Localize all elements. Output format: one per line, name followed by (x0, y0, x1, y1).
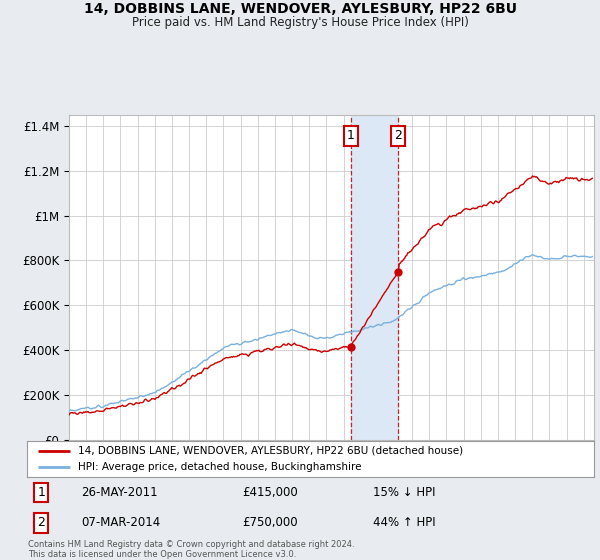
Text: £750,000: £750,000 (242, 516, 298, 529)
Text: 15% ↓ HPI: 15% ↓ HPI (373, 486, 436, 499)
Text: 26-MAY-2011: 26-MAY-2011 (81, 486, 157, 499)
Text: 14, DOBBINS LANE, WENDOVER, AYLESBURY, HP22 6BU (detached house): 14, DOBBINS LANE, WENDOVER, AYLESBURY, H… (78, 446, 463, 455)
Text: 1: 1 (347, 129, 355, 142)
Text: 2: 2 (394, 129, 402, 142)
Text: Price paid vs. HM Land Registry's House Price Index (HPI): Price paid vs. HM Land Registry's House … (131, 16, 469, 29)
Text: 14, DOBBINS LANE, WENDOVER, AYLESBURY, HP22 6BU: 14, DOBBINS LANE, WENDOVER, AYLESBURY, H… (83, 2, 517, 16)
Text: £415,000: £415,000 (242, 486, 298, 499)
Text: 2: 2 (37, 516, 45, 529)
Text: Contains HM Land Registry data © Crown copyright and database right 2024.
This d: Contains HM Land Registry data © Crown c… (28, 540, 355, 559)
Bar (351, 115, 398, 440)
Text: HPI: Average price, detached house, Buckinghamshire: HPI: Average price, detached house, Buck… (78, 463, 362, 472)
Text: 1: 1 (37, 486, 45, 499)
Text: 07-MAR-2014: 07-MAR-2014 (81, 516, 160, 529)
Text: 44% ↑ HPI: 44% ↑ HPI (373, 516, 436, 529)
